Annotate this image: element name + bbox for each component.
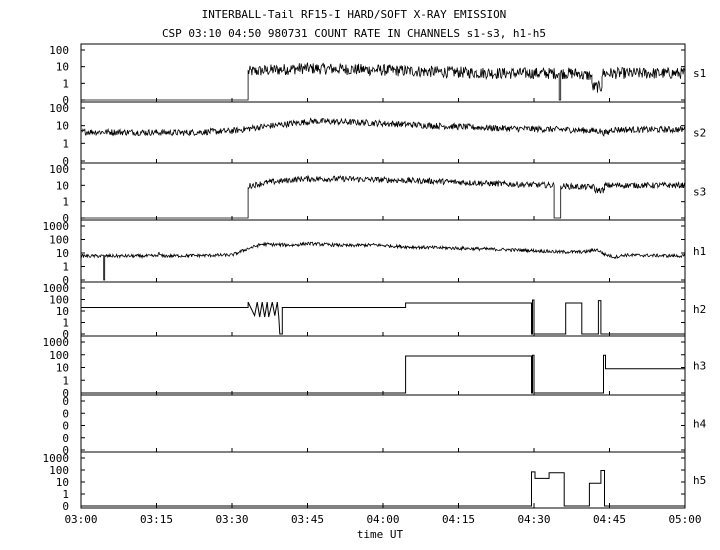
panel-frame-h2: [80, 281, 686, 337]
panel-label-s3: s3: [693, 186, 706, 199]
panel-frame-h1: [80, 219, 686, 283]
panel-label-h3: h3: [693, 360, 706, 373]
panel-frame-h5: [80, 451, 686, 509]
panels-group: 1001010s11001010s21001010s310001001010h1…: [43, 43, 707, 513]
panel-label-h4: h4: [693, 418, 707, 431]
series-line-s2: [80, 117, 686, 137]
y-tick-label: 1000: [43, 452, 70, 465]
x-axis: 03:00 03:15 03:30 03:45 04:00 04:15 04:30 04:45…: [64, 503, 702, 526]
x-tick-label: 03:00: [64, 513, 97, 526]
y-tick-label: 0: [62, 500, 69, 513]
x-tick-label: 04:45: [593, 513, 626, 526]
x-tick-label: 04:00: [366, 513, 399, 526]
series-line-s1: [81, 62, 686, 101]
panel-label-h1: h1: [693, 245, 706, 258]
y-tick-label: 100: [49, 349, 69, 362]
series-line-h2: [81, 299, 685, 335]
series-line-h1: [80, 241, 686, 281]
y-tick-label: 0: [62, 432, 69, 445]
series-line-h5: [81, 470, 685, 507]
y-tick-label: 0: [62, 155, 69, 168]
series-line-h3: [81, 354, 685, 394]
y-tick-label: 0: [62, 420, 69, 433]
y-tick-label: 1000: [43, 220, 70, 233]
y-tick-label: 100: [49, 464, 69, 477]
chart-title: INTERBALL-Tail RF15-I HARD/SOFT X-RAY EM…: [202, 8, 507, 21]
panel-label-s1: s1: [693, 67, 706, 80]
x-tick-label: 03:15: [140, 513, 173, 526]
y-tick-label: 1: [62, 77, 69, 90]
y-tick-label: 10: [56, 120, 69, 133]
chart-subtitle: CSP 03:10 04:50 980731 COUNT RATE IN CHA…: [162, 27, 546, 40]
y-tick-label: 0: [62, 407, 69, 420]
panel-frame-s2: [80, 101, 686, 164]
y-tick-label: 1: [62, 261, 69, 274]
y-tick-label: 1: [62, 137, 69, 150]
y-tick-label: 1: [62, 488, 69, 501]
panel-frame-h4: [80, 394, 686, 453]
panel-label-s2: s2: [693, 127, 706, 140]
series-line-s3: [81, 174, 686, 219]
y-tick-label: 10: [56, 179, 69, 192]
x-tick-label: 04:30: [517, 513, 550, 526]
y-tick-label: 100: [49, 102, 69, 115]
panel-frame-h3: [80, 335, 686, 396]
y-tick-label: 0: [62, 395, 69, 408]
y-tick-label: 0: [62, 444, 69, 457]
y-tick-label: 1: [62, 317, 69, 330]
y-tick-label: 0: [62, 387, 69, 400]
y-tick-label: 1000: [43, 336, 70, 349]
panel-label-h5: h5: [693, 474, 706, 487]
y-tick-label: 100: [49, 44, 69, 57]
y-tick-label: 1000: [43, 282, 70, 295]
x-tick-label: 03:45: [291, 513, 324, 526]
y-tick-label: 0: [62, 328, 69, 341]
y-tick-label: 10: [56, 362, 69, 375]
y-tick-label: 1: [62, 196, 69, 209]
y-tick-label: 0: [62, 94, 69, 107]
x-tick-label: 03:30: [215, 513, 248, 526]
y-tick-label: 1: [62, 374, 69, 387]
y-tick-label: 0: [62, 274, 69, 287]
y-tick-label: 100: [49, 294, 69, 307]
panel-frame-s1: [80, 43, 686, 103]
x-axis-label: time UT: [357, 528, 404, 541]
panel-label-h2: h2: [693, 303, 706, 316]
panel-frame-s3: [80, 162, 686, 221]
y-tick-label: 0: [62, 212, 69, 225]
x-tick-label: 05:00: [668, 513, 701, 526]
y-tick-label: 100: [49, 163, 69, 176]
y-tick-label: 10: [56, 305, 69, 318]
y-tick-label: 10: [56, 476, 69, 489]
x-tick-label: 04:15: [442, 513, 475, 526]
y-tick-label: 100: [49, 234, 69, 247]
y-tick-label: 10: [56, 247, 69, 260]
y-tick-label: 10: [56, 61, 69, 74]
